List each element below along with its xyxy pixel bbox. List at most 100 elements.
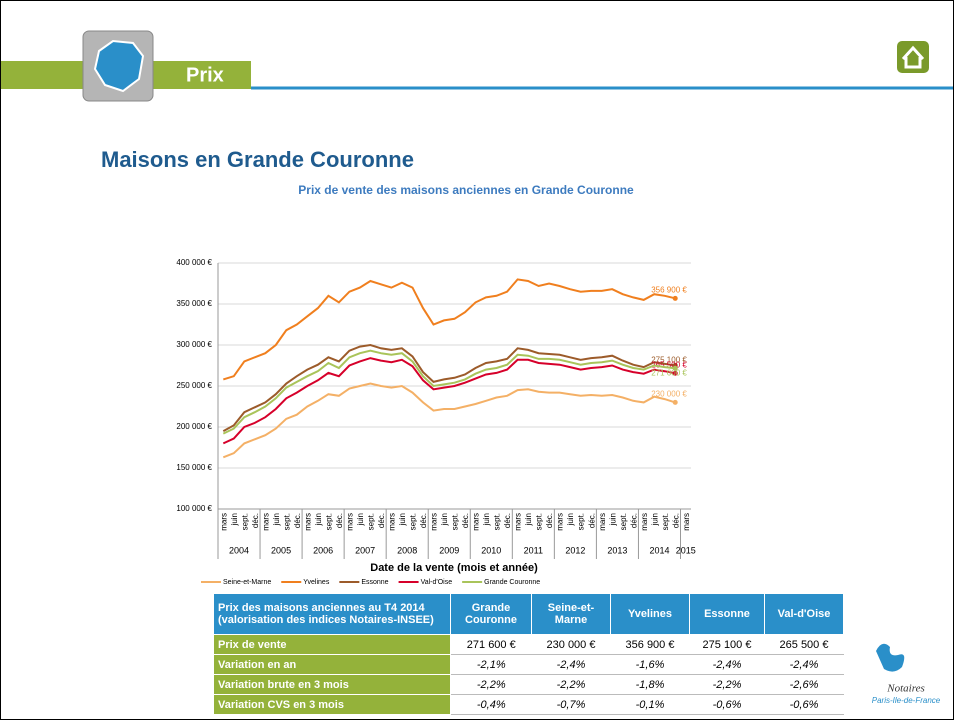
table-cell: -2,4%	[531, 654, 611, 675]
x-tick-label: déc.	[419, 513, 428, 528]
table-cell: -2,2%	[689, 674, 765, 695]
x-tick-label: déc.	[587, 513, 596, 528]
year-label: 2006	[313, 545, 333, 555]
x-tick-label: déc.	[335, 513, 344, 528]
x-tick-label: sept.	[577, 513, 586, 530]
x-tick-label: juin	[650, 513, 659, 526]
x-tick-label: mars	[303, 513, 312, 531]
end-label: 356 900 €	[651, 285, 687, 294]
end-label: 271 600 €	[651, 368, 687, 377]
table-cell: -0,7%	[531, 694, 611, 715]
x-tick-label: juin	[482, 513, 491, 526]
x-tick-label: mars	[219, 513, 228, 531]
x-tick-label: sept.	[451, 513, 460, 530]
year-label: 2004	[229, 545, 249, 555]
x-tick-label: déc.	[629, 513, 638, 528]
year-label: 2014	[649, 545, 669, 555]
table-cell: -2,4%	[689, 654, 765, 675]
map-icon	[93, 39, 145, 93]
price-table: Prix des maisons anciennes au T4 2014 (v…	[213, 593, 844, 715]
table-cell: 356 900 €	[610, 634, 690, 655]
year-label: 2009	[439, 545, 459, 555]
x-tick-label: sept.	[619, 513, 628, 530]
end-point	[672, 370, 678, 376]
header-cell: Yvelines	[610, 593, 690, 635]
y-tick-label: 150 000 €	[176, 463, 212, 472]
x-tick-label: sept.	[324, 513, 333, 530]
year-label: 2012	[565, 545, 585, 555]
table-row: Variation CVS en 3 mois -0,4% -0,7% -0,1% -0…	[213, 694, 844, 715]
logo-region: Paris-Ile-de-France	[872, 696, 941, 705]
table-cell: -0,6%	[689, 694, 765, 715]
row-label: Variation CVS en 3 mois	[213, 694, 451, 715]
x-tick-label: sept.	[661, 513, 670, 530]
row-label: Variation en an	[213, 654, 451, 675]
logo-name: Notaires	[886, 683, 925, 695]
year-label: 2010	[481, 545, 501, 555]
y-tick-label: 200 000 €	[176, 422, 212, 431]
x-tick-label: déc.	[251, 513, 260, 528]
series-line	[222, 357, 676, 445]
x-tick-label: sept.	[367, 513, 376, 530]
series-line	[222, 349, 676, 435]
y-tick-label: 300 000 €	[176, 340, 212, 349]
home-icon	[901, 45, 925, 69]
x-tick-label: juin	[272, 513, 281, 526]
logo-icon	[876, 643, 905, 672]
y-tick-label: 400 000 €	[176, 258, 212, 267]
table-row: Prix de vente 271 600 €230 000 €356 900 €…	[213, 634, 844, 655]
x-tick-label: déc.	[293, 513, 302, 528]
series-line	[223, 278, 676, 381]
table-cell: -2,4%	[764, 654, 844, 675]
x-tick-label: mars	[345, 513, 354, 531]
x-tick-label: mars	[682, 513, 691, 531]
table-cell: 271 600 €	[450, 634, 532, 655]
x-tick-label: déc.	[545, 513, 554, 528]
x-tick-label: sept.	[282, 513, 291, 530]
year-label: 2015	[676, 545, 696, 555]
year-label: 2013	[607, 545, 627, 555]
table-row: Variation brute en 3 mois -2,2% -2,2% -1,8%…	[213, 674, 844, 695]
year-label: 2007	[355, 545, 375, 555]
table-cell: -0,1%	[610, 694, 690, 715]
x-tick-label: juin	[440, 513, 449, 526]
x-tick-label: mars	[261, 513, 270, 531]
table-cell: 275 100 €	[689, 634, 765, 655]
header-cell: Grande Couronne	[450, 593, 532, 635]
section-label: Prix	[186, 64, 224, 86]
header-row: Prix des maisons anciennes au T4 2014 (v…	[213, 593, 844, 635]
row-label: Variation brute en 3 mois	[213, 674, 451, 695]
legend-label: Grande Couronne	[484, 579, 540, 586]
x-tick-label: juin	[314, 513, 323, 526]
x-tick-label: mars	[598, 513, 607, 531]
table-cell: -2,2%	[531, 674, 611, 695]
header-cell: Prix des maisons anciennes au T4 2014 (v…	[213, 593, 451, 635]
year-label: 2008	[397, 545, 417, 555]
x-tick-label: mars	[556, 513, 565, 531]
x-tick-label: juin	[608, 513, 617, 526]
table-cell: -1,8%	[610, 674, 690, 695]
y-tick-label: 250 000 €	[176, 381, 212, 390]
header-cell: Essonne	[689, 593, 765, 635]
table-cell: -0,6%	[764, 694, 844, 715]
end-point	[672, 399, 678, 405]
table-cell: 230 000 €	[531, 634, 611, 655]
series-line	[222, 382, 676, 459]
end-label: 265 500 €	[651, 360, 687, 369]
x-tick-label: juin	[398, 513, 407, 526]
table-cell: -0,4%	[450, 694, 532, 715]
x-tick-label: sept.	[409, 513, 418, 530]
end-label: 275 100 €	[651, 356, 687, 365]
x-tick-label: juin	[524, 513, 533, 526]
legend-label: Essonne	[361, 579, 388, 586]
x-tick-label: mars	[430, 513, 439, 531]
x-tick-label: mars	[472, 513, 481, 531]
table-cell: -2,2%	[450, 674, 532, 695]
table-cell: -2,1%	[450, 654, 532, 675]
x-axis-label: Date de la vente (mois et année)	[370, 562, 538, 574]
x-tick-label: sept.	[535, 513, 544, 530]
x-tick-label: déc.	[671, 513, 680, 528]
chart-title: Prix de vente des maisons anciennes en G…	[298, 183, 634, 197]
table-cell: -2,6%	[764, 674, 844, 695]
